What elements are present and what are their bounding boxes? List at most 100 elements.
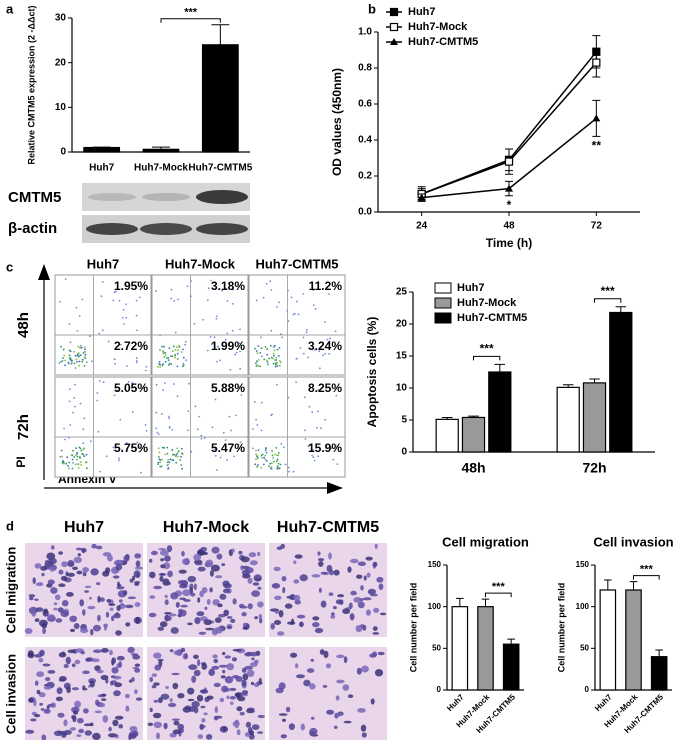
cell-blob <box>322 684 328 688</box>
cell-blob <box>241 565 250 570</box>
bar <box>435 418 459 453</box>
cell-blob <box>252 582 260 586</box>
flow-event <box>101 281 104 283</box>
flow-event <box>70 359 73 362</box>
flow-event <box>118 459 120 462</box>
flow-event <box>161 413 163 415</box>
flow-event <box>168 425 171 428</box>
flow-event <box>163 356 166 358</box>
significance-label: ** <box>592 139 602 153</box>
cell-blob <box>159 621 168 628</box>
y-tick-label: 1.0 <box>358 27 372 38</box>
y-tick-label: 30 <box>55 13 67 24</box>
flow-event <box>83 455 86 458</box>
cell-blob <box>226 616 233 619</box>
cell-blob <box>91 543 97 549</box>
flow-event <box>174 455 177 458</box>
flow-event <box>61 360 64 362</box>
flow-event <box>60 449 63 452</box>
legend-label: Huh7 <box>408 6 436 18</box>
flow-event <box>89 440 92 443</box>
flow-event <box>312 289 315 291</box>
flow-event <box>77 463 80 465</box>
cell-blob <box>376 576 384 583</box>
flow-event <box>318 350 321 353</box>
flow-event <box>297 313 300 316</box>
flow-event <box>167 364 170 366</box>
flow-event <box>69 350 72 353</box>
flow-event <box>203 437 206 439</box>
cell-blob <box>197 566 206 572</box>
cell-blob <box>214 627 223 634</box>
y-tick-label: 0.4 <box>358 135 372 146</box>
flow-event <box>170 297 173 300</box>
cell-blob <box>206 695 214 700</box>
cell-blob <box>187 698 195 702</box>
cell-blob <box>224 676 234 684</box>
cell-blob <box>81 548 86 554</box>
error-bar <box>468 415 479 418</box>
flow-event <box>277 452 280 454</box>
cell-blob <box>249 560 258 566</box>
cell-blob <box>108 733 117 738</box>
cell-blob <box>95 699 100 706</box>
flow-event <box>138 450 141 453</box>
y-tick-label: 5 <box>401 415 407 426</box>
flow-event <box>257 345 260 347</box>
cell-blob <box>187 687 195 695</box>
cell-blob <box>370 698 375 705</box>
flow-event <box>260 355 263 358</box>
flow-event <box>214 454 217 457</box>
flow-event <box>275 383 278 386</box>
cell-blob <box>129 726 138 732</box>
cell-blob <box>222 726 227 732</box>
cell-blob <box>72 710 79 715</box>
cell-blob <box>251 590 260 597</box>
cell-blob <box>72 715 77 723</box>
flow-event <box>59 300 61 303</box>
error-bar <box>455 597 464 607</box>
cell-blob <box>217 603 223 608</box>
flow-event <box>170 363 173 366</box>
flow-event <box>114 290 117 293</box>
y-axis-label: Cell number per field <box>408 583 418 673</box>
blot-band <box>196 223 248 235</box>
flow-event <box>233 455 235 458</box>
flow-event <box>122 308 125 311</box>
flow-event <box>77 345 80 348</box>
cell-blob <box>193 669 201 677</box>
flow-event <box>175 453 178 455</box>
flow-event <box>112 299 115 302</box>
flow-event <box>274 453 276 456</box>
cell-blob <box>372 632 380 635</box>
flow-event <box>140 471 142 474</box>
flow-event <box>121 317 124 319</box>
cell-blob <box>44 677 51 682</box>
x-tick-label: 48h <box>461 460 485 476</box>
cell-blob <box>247 603 253 610</box>
flow-event <box>97 430 100 433</box>
cell-blob <box>149 595 156 599</box>
cell-blob <box>73 556 83 564</box>
flow-event <box>313 459 316 462</box>
cell-blob <box>160 693 170 700</box>
flow-event <box>278 347 281 349</box>
cell-blob <box>278 682 286 690</box>
cell-blob <box>74 700 81 708</box>
cell-blob <box>171 718 181 721</box>
flow-event <box>169 458 172 461</box>
flow-event <box>276 454 278 457</box>
marker <box>389 22 399 32</box>
flow-event <box>164 360 167 363</box>
cell-blob <box>197 659 201 667</box>
chart-title: Cell invasion <box>593 534 673 549</box>
flow-event <box>264 346 267 348</box>
cell-blob <box>158 697 163 704</box>
cell-blob <box>257 601 264 608</box>
marker <box>592 58 601 67</box>
arrow-head <box>38 264 50 280</box>
cell-blob <box>372 561 378 568</box>
flow-event <box>171 350 174 352</box>
cell-blob <box>109 649 113 656</box>
cell-blob <box>159 549 169 556</box>
